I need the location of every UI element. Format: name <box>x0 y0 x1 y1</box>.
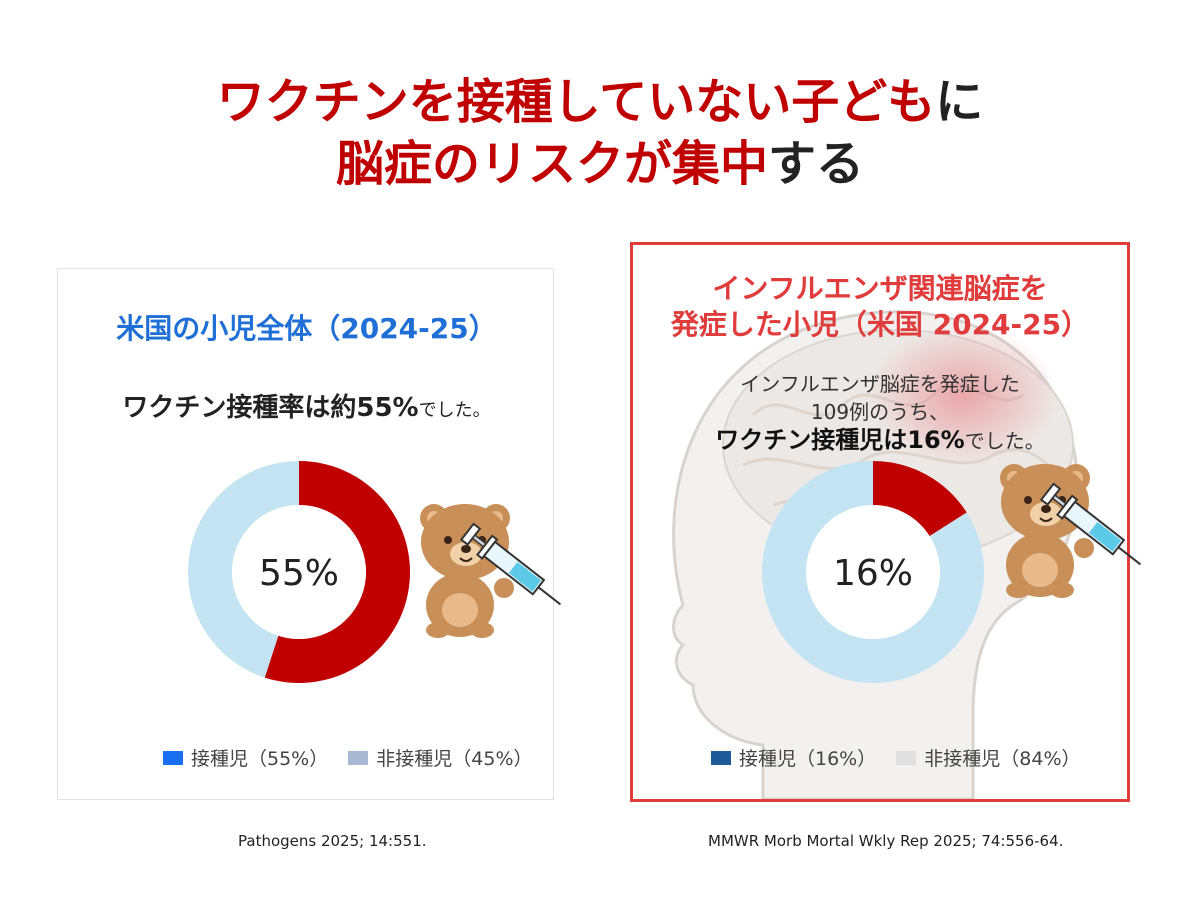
right-lead-line3: ワクチン接種児は16%でした。 <box>633 426 1127 455</box>
right-center-label: 16% <box>833 553 913 594</box>
right-citation: MMWR Morb Mortal Wkly Rep 2025; 74:556-6… <box>708 832 1064 850</box>
bear-syringe-icon-right <box>1000 464 1142 598</box>
legend-swatch-unvaccinated <box>896 750 917 765</box>
legend-label-vaccinated: 接種児（55%） <box>191 748 329 770</box>
title-dark-part-1: に <box>935 74 984 130</box>
title-red-part-2: 脳症のリスクが集中 <box>335 136 768 192</box>
right-donut-hole <box>806 505 940 639</box>
left-lead-bold: ワクチン接種率は約55% <box>122 393 419 423</box>
right-lead-suffix: でした。 <box>964 429 1045 453</box>
legend-swatch-unvaccinated <box>348 750 369 765</box>
right-slice-unvaccinated <box>762 461 984 683</box>
legend-swatch-vaccinated <box>711 750 731 765</box>
main-title-line2: 脳症のリスクが集中する <box>0 134 1200 194</box>
left-legend: 接種児（55%） 非接種児（45%） <box>163 744 547 771</box>
bear-syringe-icon-left <box>420 504 562 638</box>
legend-label-vaccinated: 接種児（16%） <box>739 748 877 770</box>
right-donut-chart: 16% <box>762 461 984 683</box>
right-lead-line2: 109例のうち、 <box>810 400 950 424</box>
left-lead-text: ワクチン接種率は約55%でした。 <box>58 387 555 424</box>
left-center-label: 55% <box>259 553 339 594</box>
right-lead-line1: インフルエンザ脳症を発症した <box>740 372 1020 396</box>
right-title-line2: 発症した小児（米国 2024-25） <box>670 308 1090 341</box>
right-slice-vaccinated <box>873 461 967 537</box>
left-lead-suffix: でした。 <box>418 400 491 421</box>
legend-label-unvaccinated: 非接種児（84%） <box>924 748 1081 770</box>
left-slice-vaccinated <box>264 461 410 683</box>
legend-label-unvaccinated: 非接種児（45%） <box>376 748 533 770</box>
left-panel-title: 米国の小児全体（2024-25） <box>116 312 497 345</box>
main-title-line1: ワクチンを接種していない子どもに <box>0 72 1200 132</box>
right-panel-title: インフルエンザ関連脳症を 発症した小児（米国 2024-25） <box>633 271 1127 343</box>
left-donut-hole <box>232 505 366 639</box>
title-dark-part-2: する <box>768 136 865 192</box>
left-donut-chart: 55% <box>187 461 410 683</box>
right-lead-text: インフルエンザ脳症を発症した 109例のうち、 ワクチン接種児は16%でした。 <box>633 370 1127 455</box>
right-legend: 接種児（16%） 非接種児（84%） <box>711 744 1095 771</box>
legend-swatch-vaccinated <box>163 750 183 765</box>
right-title-line1: インフルエンザ関連脳症を <box>712 272 1048 305</box>
left-citation: Pathogens 2025; 14:551. <box>238 832 427 850</box>
title-red-part-1: ワクチンを接種していない子ども <box>216 74 936 130</box>
left-slice-unvaccinated <box>187 461 299 678</box>
right-lead-bold: ワクチン接種児は16% <box>715 426 965 454</box>
